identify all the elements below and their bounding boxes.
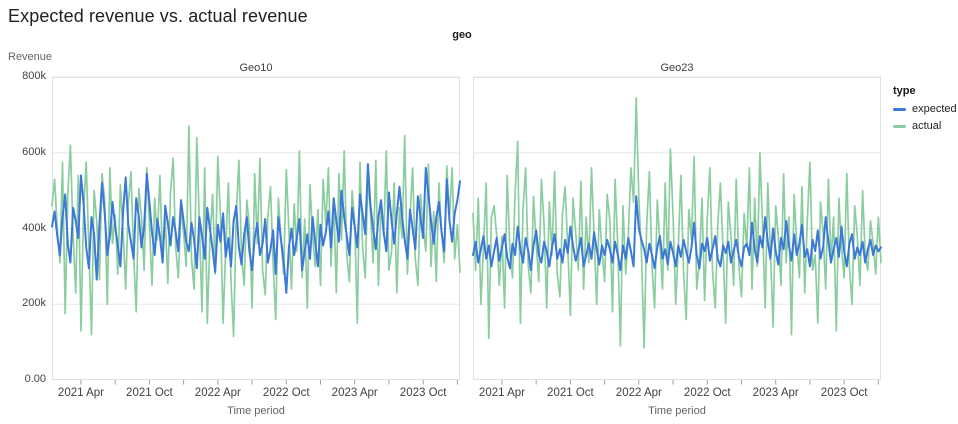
actual-line-swatch	[893, 124, 906, 128]
x-axis-title-0: Time period	[227, 405, 285, 417]
svg-text:2023 Oct: 2023 Oct	[400, 387, 447, 399]
y-tick-label: 0.00	[24, 373, 46, 385]
charts-row: 0.00 200k 400k 600k 800k Geo10 2021 Apr 2021 …	[8, 61, 957, 417]
facet-geo23: Geo23 2021 Apr 2021 Oct 2022 Apr 2022 Oct 20…	[472, 61, 882, 417]
svg-text:2022 Oct: 2022 Oct	[263, 387, 310, 399]
legend-item-expected[interactable]: expected	[893, 103, 958, 115]
facet-plot-1[interactable]: 2021 Apr 2021 Oct 2022 Apr 2022 Oct 2023 Apr…	[472, 76, 882, 404]
y-tick-label: 400k	[22, 221, 46, 234]
plot-border	[52, 77, 460, 380]
svg-text:2021 Apr: 2021 Apr	[58, 387, 104, 399]
plot-svg-Geo23[interactable]: 2021 Apr 2021 Oct 2022 Apr 2022 Oct 2023 Apr…	[472, 76, 882, 404]
y-axis-tick-labels: 0.00 200k 400k 600k 800k	[8, 61, 52, 406]
legend-label-actual: actual	[912, 120, 942, 132]
svg-text:2022 Apr: 2022 Apr	[616, 387, 662, 399]
y-tick-label: 200k	[22, 297, 46, 310]
expected-line[interactable]	[51, 163, 461, 294]
facet-title-geo10: Geo10	[239, 62, 273, 74]
y-tick-label: 600k	[22, 145, 46, 158]
facet-geo10: Geo10 2021 Apr 2021 Oct 2022 Apr 2022 Oct 20…	[51, 61, 461, 417]
svg-text:2023 Apr: 2023 Apr	[332, 387, 378, 399]
svg-text:2021 Apr: 2021 Apr	[479, 387, 525, 399]
x-ticks	[501, 380, 879, 385]
svg-text:2023 Oct: 2023 Oct	[821, 387, 868, 399]
x-ticks	[80, 380, 458, 385]
actual-line[interactable]	[51, 125, 461, 338]
legend-title: type	[893, 85, 916, 97]
expected-line[interactable]	[472, 195, 882, 272]
svg-text:2021 Oct: 2021 Oct	[126, 387, 173, 399]
y-axis-title: Revenue	[8, 51, 53, 63]
svg-text:2022 Apr: 2022 Apr	[195, 387, 241, 399]
y-tick-label: 800k	[22, 70, 46, 82]
svg-text:2021 Oct: 2021 Oct	[547, 387, 594, 399]
legend-item-actual[interactable]: actual	[893, 120, 958, 132]
expected-line-swatch	[893, 107, 906, 111]
svg-text:2022 Oct: 2022 Oct	[684, 387, 731, 399]
chart-title: Expected revenue vs. actual revenue	[8, 6, 308, 26]
facet-field-label: geo	[452, 29, 472, 41]
x-tick-labels: 2021 Apr 2021 Oct 2022 Apr 2022 Oct 2023 Apr…	[479, 387, 868, 399]
plot-svg-Geo10[interactable]: 2021 Apr 2021 Oct 2022 Apr 2022 Oct 2023 Apr…	[51, 76, 461, 404]
facet-title-geo23: Geo23	[660, 62, 694, 74]
actual-line[interactable]	[472, 96, 882, 349]
x-tick-labels: 2021 Apr 2021 Oct 2022 Apr 2022 Oct 2023 Apr…	[58, 387, 447, 399]
facet-plot-0[interactable]: 2021 Apr 2021 Oct 2022 Apr 2022 Oct 2023 Apr…	[51, 76, 461, 404]
legend-label-expected: expected	[912, 103, 957, 115]
svg-text:2023 Apr: 2023 Apr	[753, 387, 799, 399]
legend: type expected actual	[893, 61, 958, 137]
x-axis-title-1: Time period	[648, 405, 706, 417]
